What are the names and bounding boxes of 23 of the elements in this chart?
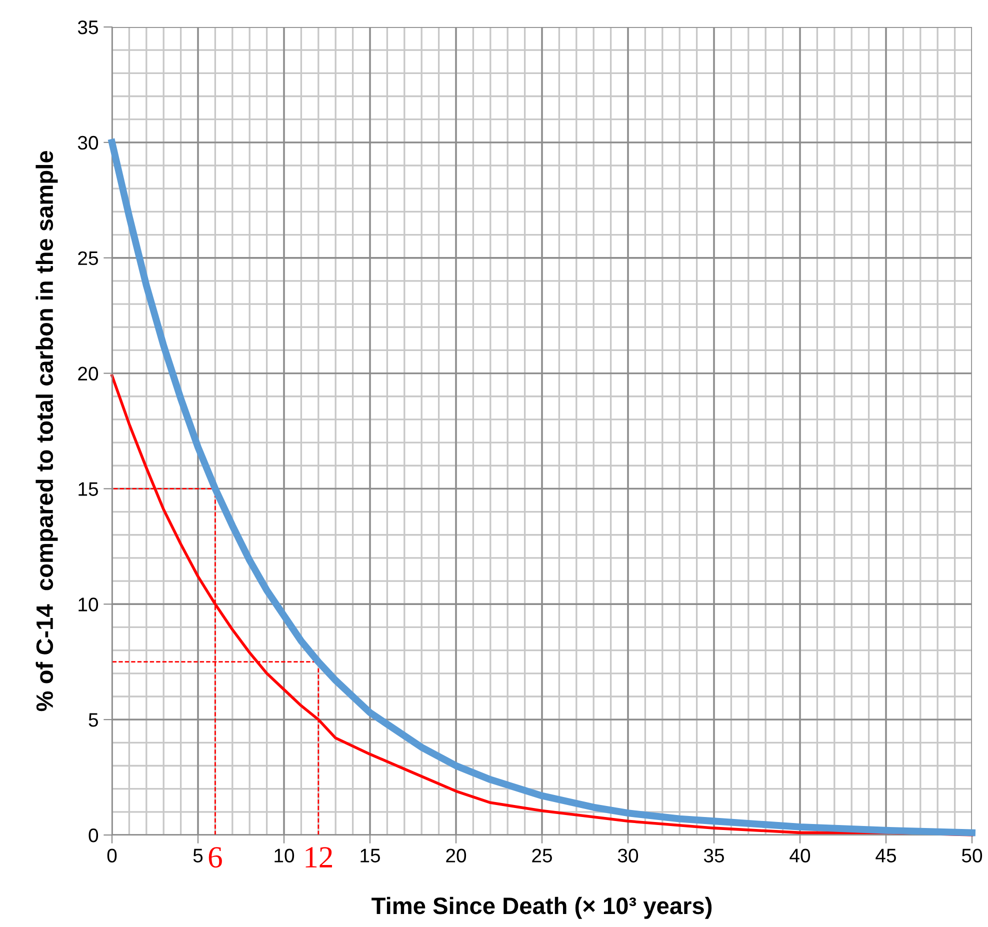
x-axis-title: Time Since Death (× 10³ years) <box>372 896 712 919</box>
x-tick-label: 45 <box>876 848 896 862</box>
y-tick-label: 20 <box>78 366 98 381</box>
x-tick-label: 35 <box>704 848 724 862</box>
x-tick-label: 15 <box>360 848 380 862</box>
y-tick-label: 5 <box>88 713 98 727</box>
annotation: 12 <box>306 847 332 868</box>
x-tick-label: 10 <box>274 848 294 862</box>
y-tick-label: 30 <box>78 136 98 150</box>
x-tick-label: 25 <box>532 848 552 862</box>
x-tick-label: 20 <box>446 848 466 862</box>
y-tick-label: 15 <box>78 482 98 496</box>
x-tick-label: 30 <box>618 848 638 862</box>
y-axis-title: % of C-14 compared to total carbon in the sample <box>36 151 58 712</box>
y-tick-label: 0 <box>88 828 98 842</box>
x-tick-label: 40 <box>790 848 810 862</box>
x-tick-label: 50 <box>962 848 982 862</box>
y-tick-label: 25 <box>78 251 98 266</box>
y-tick-label: 10 <box>78 598 98 612</box>
y-tick-label: 35 <box>78 20 98 34</box>
annotation: 6 <box>208 847 222 868</box>
x-tick-label: 5 <box>193 848 203 862</box>
x-tick-label: 0 <box>107 848 117 862</box>
